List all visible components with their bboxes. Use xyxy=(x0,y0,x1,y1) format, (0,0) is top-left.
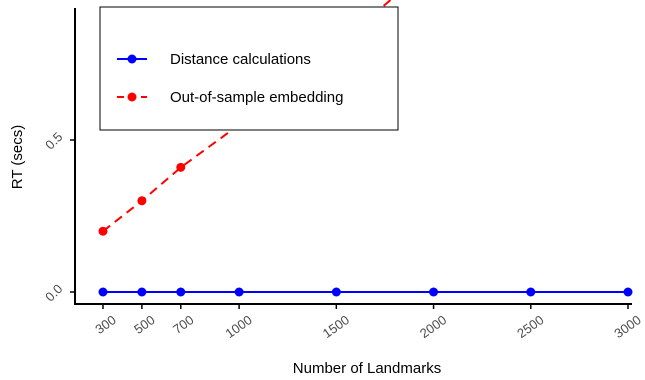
data-point xyxy=(234,287,244,297)
x-tick-label: 3000 xyxy=(611,312,643,341)
legend-label-embedding: Out-of-sample embedding xyxy=(170,89,343,106)
data-point xyxy=(176,287,186,297)
axes xyxy=(74,8,632,305)
x-tick-label: 1500 xyxy=(320,312,352,341)
y-tick-label: 1.0 xyxy=(42,0,65,1)
x-axis-title: Number of Landmarks xyxy=(293,360,441,377)
y-ticks: 0.00.51.01.5 xyxy=(42,0,75,305)
legend-key-marker-embedding xyxy=(127,92,137,102)
data-point xyxy=(137,287,147,297)
legend-box xyxy=(99,6,399,131)
legend-label-distance: Distance calculations xyxy=(170,51,311,68)
data-point xyxy=(137,196,147,206)
y-tick-label: 0.0 xyxy=(42,281,65,304)
x-tick-label: 700 xyxy=(170,312,196,337)
data-point xyxy=(623,287,633,297)
x-tick-label: 300 xyxy=(92,312,118,337)
x-tick-label: 2000 xyxy=(417,312,449,341)
y-tick-label: 0.5 xyxy=(42,129,65,152)
x-tick-label: 2500 xyxy=(514,312,546,341)
data-point xyxy=(429,287,439,297)
data-point xyxy=(176,162,186,172)
data-point xyxy=(331,287,341,297)
x-ticks: 300 500 700 1000 1500 2000 2500 3000 xyxy=(92,304,644,341)
x-tick-label: 500 xyxy=(131,312,157,337)
legend-key-marker-distance xyxy=(127,54,137,64)
legend: Distance calculations Out-of-sample embe… xyxy=(99,6,399,131)
data-point xyxy=(98,226,108,236)
data-point xyxy=(526,287,536,297)
data-point xyxy=(98,287,108,297)
y-axis-title: RT (secs) xyxy=(9,125,26,189)
series-layer xyxy=(98,0,633,297)
x-tick-label: 1000 xyxy=(223,312,255,341)
